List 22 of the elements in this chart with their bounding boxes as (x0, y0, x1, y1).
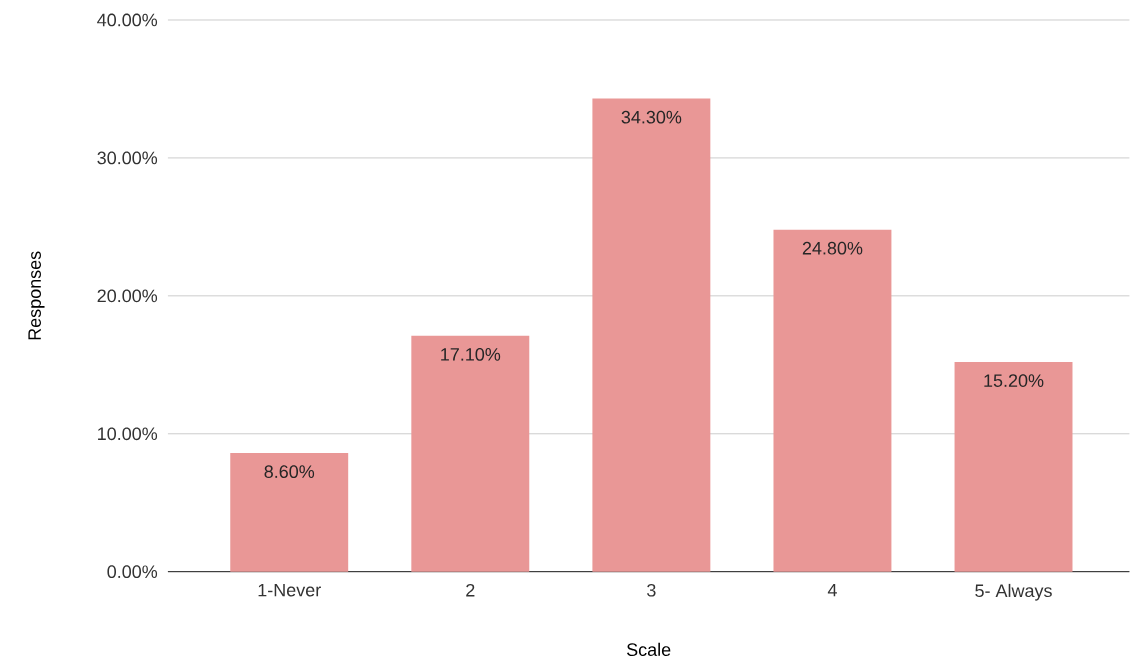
bar (411, 336, 530, 572)
y-tick-label: 0.00% (107, 565, 158, 579)
y-axis-title: Responses (28, 251, 45, 340)
data-label: 34.30% (621, 110, 682, 124)
bar (954, 362, 1073, 572)
x-axis-title: Scale (626, 643, 671, 657)
bar (592, 98, 711, 572)
x-tick-label: 1-Never (258, 584, 321, 597)
y-tick-label: 30.00% (97, 151, 158, 165)
y-tick-label: 20.00% (97, 289, 158, 303)
data-label: 17.10% (441, 348, 501, 361)
x-tick-label: 2 (466, 584, 475, 597)
x-tick-label: 4 (827, 584, 837, 597)
data-label: 8.60% (264, 465, 315, 479)
bar (773, 229, 892, 572)
data-label: 24.80% (802, 241, 863, 255)
bar (230, 453, 349, 572)
data-label: 15.20% (984, 374, 1044, 388)
y-tick-label: 40.00% (97, 13, 158, 27)
x-tick-label: 3 (647, 584, 656, 597)
x-tick-label: 5- Always (975, 584, 1052, 601)
y-tick-label: 10.00% (98, 427, 158, 441)
